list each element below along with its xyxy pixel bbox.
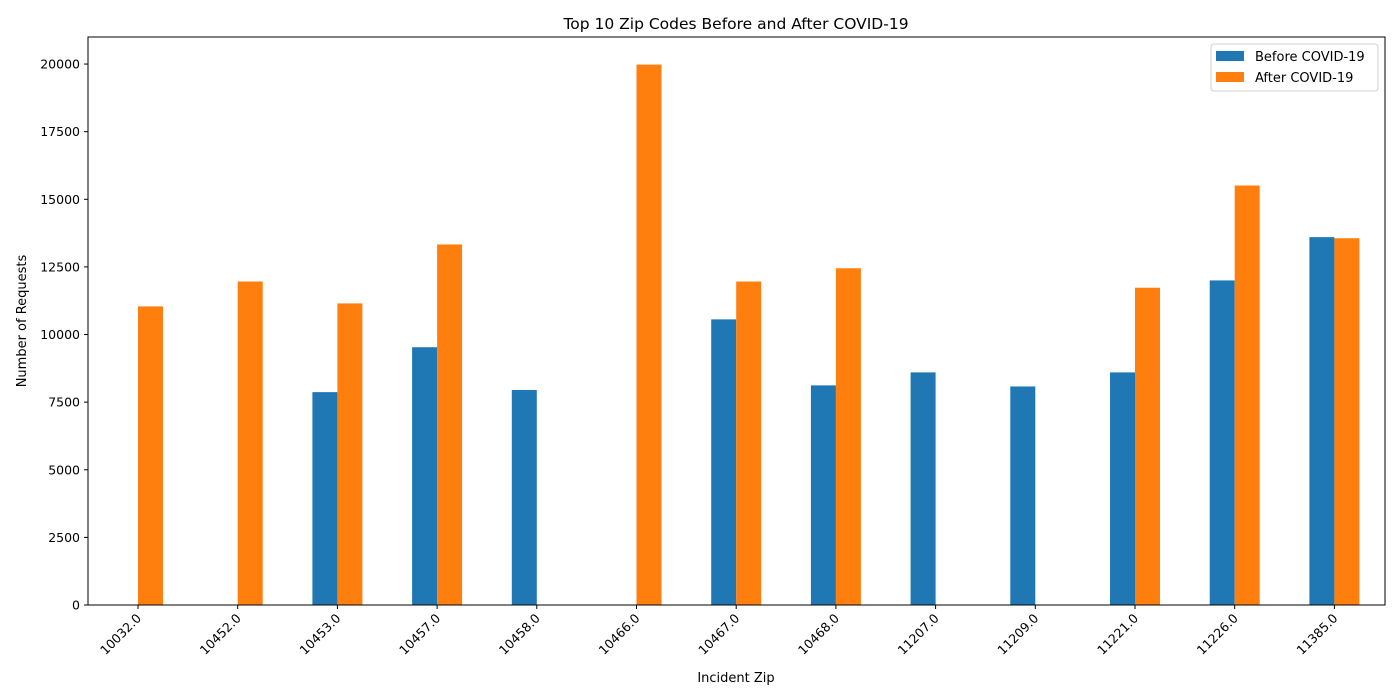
x-tick-label: 11385.0 [1293, 610, 1340, 657]
x-tick-label: 11221.0 [1094, 610, 1141, 657]
bar-before-10458.0 [511, 389, 537, 605]
bar-before-11209.0 [1010, 386, 1036, 605]
legend-box [1210, 43, 1379, 92]
legend-label-after: After COVID-19 [1255, 71, 1353, 86]
x-tick-label: 11226.0 [1194, 610, 1241, 657]
x-tick-label: 10458.0 [496, 610, 543, 657]
y-tick-label: 2500 [48, 530, 80, 545]
y-tick-label: 7500 [48, 395, 80, 410]
legend: Before COVID-19 After COVID-19 [1210, 43, 1379, 92]
x-tick-label: 11209.0 [994, 610, 1041, 657]
plot-area: 0 2500 5000 7500 10000 12500 15000 17500 20000 10… [40, 36, 1386, 658]
bar-before-11385.0 [1309, 237, 1335, 605]
x-axis-label: Incident Zip [697, 671, 774, 686]
bar-after-10466.0 [636, 64, 662, 606]
x-tick-label: 10466.0 [595, 610, 642, 657]
bar-before-11226.0 [1209, 280, 1235, 605]
bar-after-10453.0 [337, 303, 363, 605]
y-axis-label: Number of Requests [15, 254, 30, 387]
legend-label-before: Before COVID-19 [1255, 50, 1365, 65]
chart-title: Top 10 Zip Codes Before and After COVID-… [562, 15, 908, 33]
y-tick-label: 12500 [40, 259, 80, 274]
bar-after-10032.0 [138, 306, 163, 605]
x-tick-label: 10032.0 [97, 610, 144, 657]
legend-swatch-before [1216, 51, 1244, 61]
bar-after-11226.0 [1234, 185, 1260, 605]
bar-after-10468.0 [835, 268, 861, 605]
bar-before-11207.0 [910, 372, 936, 605]
bar-before-10468.0 [810, 385, 836, 605]
bar-before-10467.0 [711, 319, 737, 605]
y-tick-label: 0 [72, 598, 80, 613]
y-tick-label: 17500 [40, 124, 80, 139]
x-tick-label: 11207.0 [895, 610, 942, 657]
x-tick-label: 10453.0 [296, 610, 343, 657]
bar-after-10457.0 [437, 244, 463, 605]
x-tick-label: 10457.0 [396, 610, 443, 657]
x-tick-label: 10467.0 [695, 610, 742, 657]
bar-after-10452.0 [237, 281, 263, 605]
bar-after-11221.0 [1135, 287, 1160, 605]
y-tick-label: 5000 [48, 462, 80, 477]
bar-before-10457.0 [412, 347, 438, 605]
legend-swatch-after [1216, 72, 1244, 82]
y-tick-label: 20000 [40, 57, 80, 72]
bar-after-11385.0 [1334, 238, 1360, 605]
bar-before-10453.0 [312, 392, 338, 605]
y-tick-label: 10000 [40, 327, 80, 342]
y-tick-label: 15000 [40, 192, 80, 207]
bar-after-10467.0 [736, 281, 762, 605]
x-tick-label: 10468.0 [795, 610, 842, 657]
bar-before-11221.0 [1110, 372, 1135, 605]
x-tick-label: 10452.0 [197, 610, 244, 657]
